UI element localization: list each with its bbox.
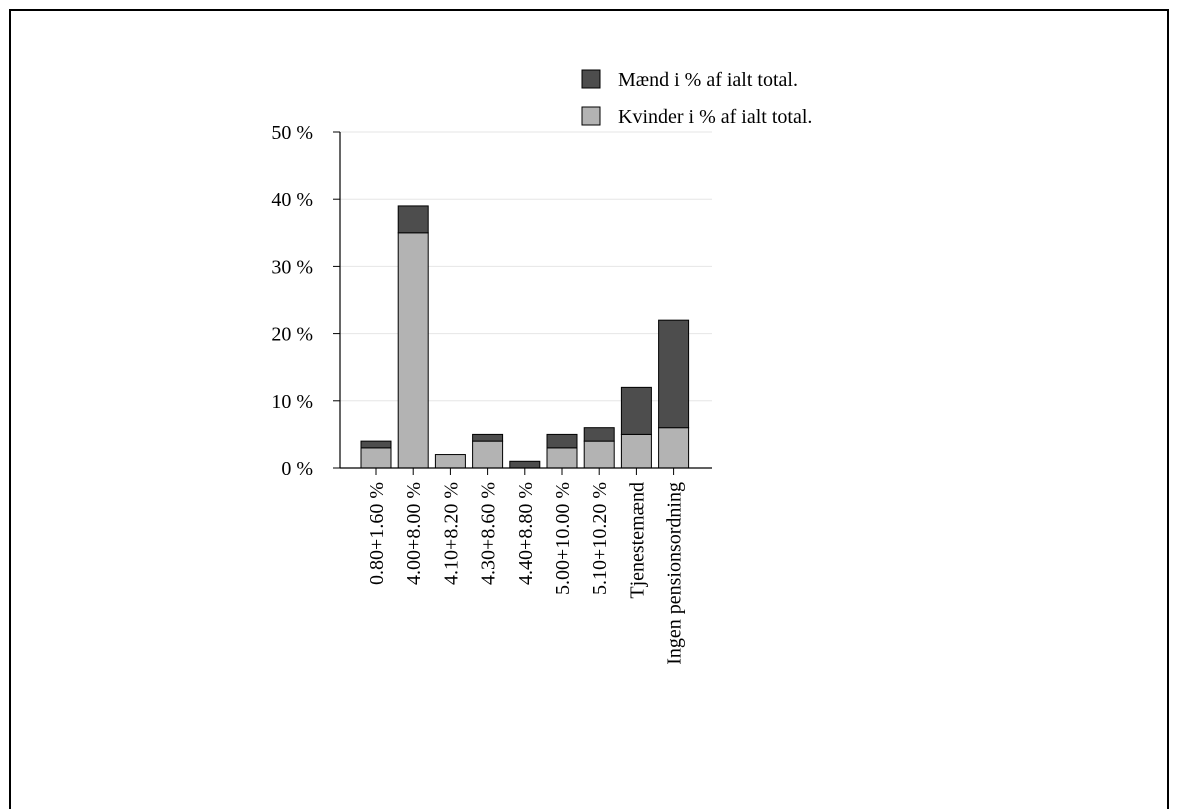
- figure-frame: [9, 9, 1169, 809]
- legend-label: Mænd i % af ialt total.: [618, 69, 798, 91]
- x-tick-label: 4.40+8.80 %: [515, 482, 537, 585]
- bar-segment-maend: [620, 386, 652, 435]
- bar-segment-maend: [472, 433, 504, 442]
- bar-segment-maend: [360, 440, 392, 449]
- bar-segment-kvinder: [658, 427, 690, 469]
- grid-lines: [340, 131, 712, 402]
- legend-swatch: [581, 69, 601, 89]
- y-tick-label: 50 %: [271, 122, 313, 144]
- bar-segment-kvinder: [546, 447, 578, 469]
- bar-segment-maend: [546, 433, 578, 449]
- legend: Mænd i % af ialt total. Kvinder i % af ia…: [581, 69, 812, 128]
- y-tick-label: 10 %: [271, 391, 313, 413]
- y-tick-label: 0 %: [281, 458, 313, 480]
- x-tick-labels: 0.80+1.60 % 4.00+8.00 % 4.10+8.20 % 4.30+8.…: [366, 482, 686, 665]
- x-tick-label: 5.00+10.00 %: [552, 482, 574, 595]
- bar-segment-kvinder: [472, 440, 504, 469]
- bar-segment-kvinder: [583, 440, 615, 469]
- bar-segment-kvinder: [620, 433, 652, 469]
- bar-segment-kvinder: [360, 447, 392, 469]
- legend-label: Kvinder i % af ialt total.: [618, 106, 812, 128]
- axes: [333, 131, 712, 475]
- y-tick-label: 30 %: [271, 256, 313, 278]
- bar-segment-kvinder: [397, 232, 429, 469]
- x-tick-label: 4.00+8.00 %: [403, 482, 425, 585]
- bar-segment-kvinder: [434, 454, 466, 469]
- legend-swatch: [581, 106, 601, 126]
- y-tick-labels: 0 % 10 % 20 % 30 % 40 % 50 %: [271, 122, 313, 480]
- x-tick-label: 0.80+1.60 %: [366, 482, 388, 585]
- x-tick-label: Ingen pensionsordning: [664, 482, 686, 665]
- bar-segment-maend: [509, 460, 541, 469]
- x-tick-label: 4.10+8.20 %: [440, 482, 462, 585]
- x-tick-label: Tjenestemænd: [626, 482, 648, 599]
- bar-segment-maend: [583, 427, 615, 442]
- x-tick-label: 5.10+10.20 %: [589, 482, 611, 595]
- x-tick-label: 4.30+8.60 %: [478, 482, 500, 585]
- bar-segment-maend: [658, 319, 690, 429]
- bars: [360, 205, 690, 469]
- bar-segment-maend: [397, 205, 429, 234]
- y-tick-label: 20 %: [271, 324, 313, 346]
- y-tick-label: 40 %: [271, 189, 313, 211]
